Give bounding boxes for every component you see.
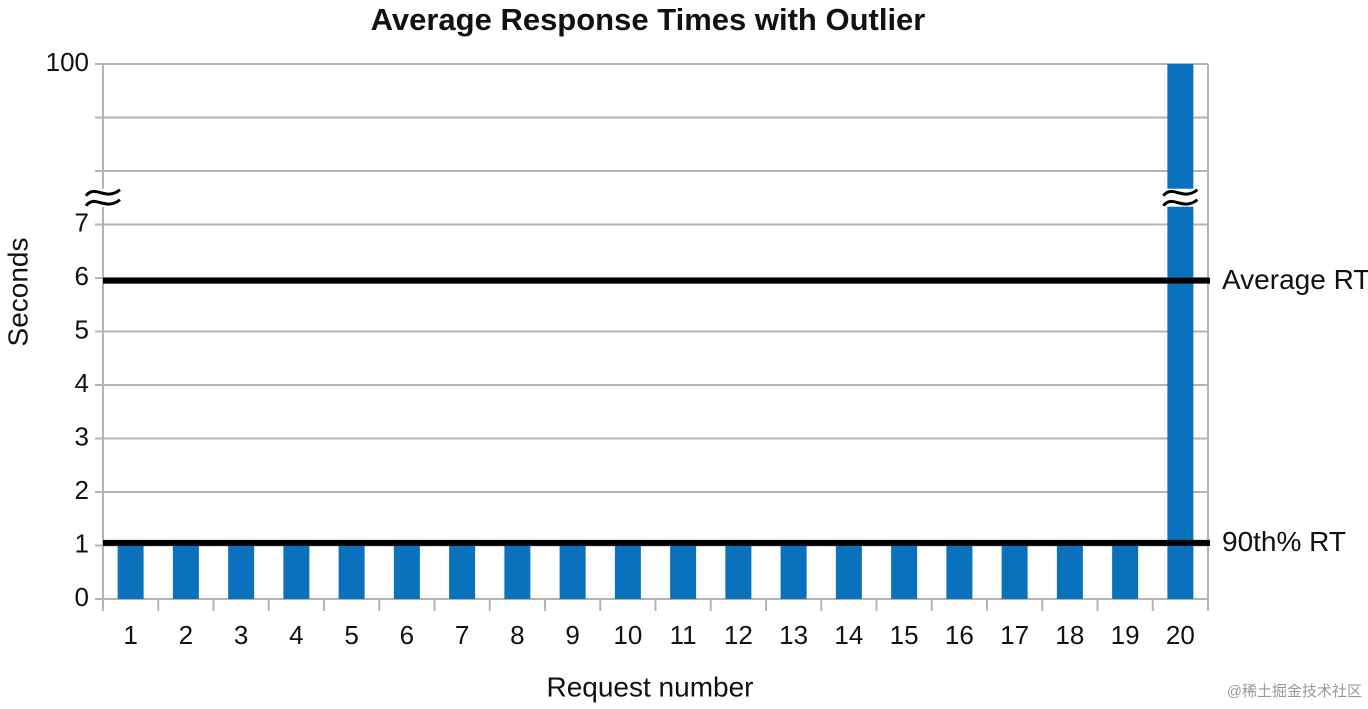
bar bbox=[1167, 64, 1194, 599]
x-tick-label: 13 bbox=[779, 620, 808, 650]
x-tick-label: 3 bbox=[234, 620, 248, 650]
x-tick-label: 6 bbox=[400, 620, 414, 650]
reference-label: Average RT bbox=[1222, 264, 1368, 295]
reference-label: 90th% RT bbox=[1222, 526, 1346, 557]
x-tick-label: 5 bbox=[344, 620, 358, 650]
bar bbox=[780, 545, 807, 599]
y-axis-label: Seconds bbox=[2, 238, 33, 347]
x-tick-label: 2 bbox=[179, 620, 193, 650]
x-tick-label: 8 bbox=[510, 620, 524, 650]
x-tick-label: 15 bbox=[890, 620, 919, 650]
x-tick-label: 7 bbox=[455, 620, 469, 650]
bar bbox=[504, 545, 531, 599]
bar bbox=[946, 545, 973, 599]
y-tick-label: 2 bbox=[75, 475, 89, 505]
bar bbox=[393, 545, 420, 599]
bar bbox=[1001, 545, 1028, 599]
axis-break-mark bbox=[84, 188, 121, 197]
x-tick-label: 20 bbox=[1166, 620, 1195, 650]
y-tick-label: 4 bbox=[75, 368, 89, 398]
x-tick-label: 11 bbox=[670, 620, 697, 650]
bar bbox=[172, 545, 199, 599]
bar bbox=[1056, 545, 1083, 599]
bar bbox=[117, 545, 144, 599]
y-tick-label: 6 bbox=[75, 261, 89, 291]
x-axis-label: Request number bbox=[546, 671, 753, 702]
y-tick-label: 0 bbox=[75, 582, 89, 612]
x-tick-label: 18 bbox=[1055, 620, 1084, 650]
bar bbox=[891, 545, 918, 599]
x-tick-label: 10 bbox=[613, 620, 642, 650]
bar bbox=[614, 545, 641, 599]
y-tick-label: 1 bbox=[75, 528, 89, 558]
watermark: @稀土掘金技术社区 bbox=[1227, 683, 1362, 700]
y-tick-label: 3 bbox=[75, 421, 89, 451]
x-tick-label: 19 bbox=[1111, 620, 1140, 650]
bar bbox=[670, 545, 697, 599]
x-tick-label: 17 bbox=[1000, 620, 1029, 650]
x-tick-label: 14 bbox=[834, 620, 863, 650]
bar bbox=[725, 545, 752, 599]
y-tick-label: 100 bbox=[46, 47, 89, 77]
chart-title: Average Response Times with Outlier bbox=[371, 2, 926, 37]
bar bbox=[559, 545, 586, 599]
x-tick-label: 1 bbox=[123, 620, 137, 650]
x-tick-label: 9 bbox=[565, 620, 579, 650]
bar bbox=[228, 545, 255, 599]
axis-break-mark bbox=[1162, 188, 1199, 197]
axis-break-mark bbox=[84, 198, 121, 207]
x-tick-label: 4 bbox=[289, 620, 303, 650]
y-tick-label: 5 bbox=[75, 314, 89, 344]
axis-break-mark bbox=[1162, 198, 1199, 207]
bar bbox=[449, 545, 476, 599]
x-tick-label: 12 bbox=[724, 620, 753, 650]
bar bbox=[338, 545, 365, 599]
bar bbox=[1112, 545, 1139, 599]
bar bbox=[835, 545, 862, 599]
y-tick-label: 7 bbox=[75, 207, 89, 237]
x-tick-label: 16 bbox=[945, 620, 974, 650]
bar bbox=[283, 545, 310, 599]
